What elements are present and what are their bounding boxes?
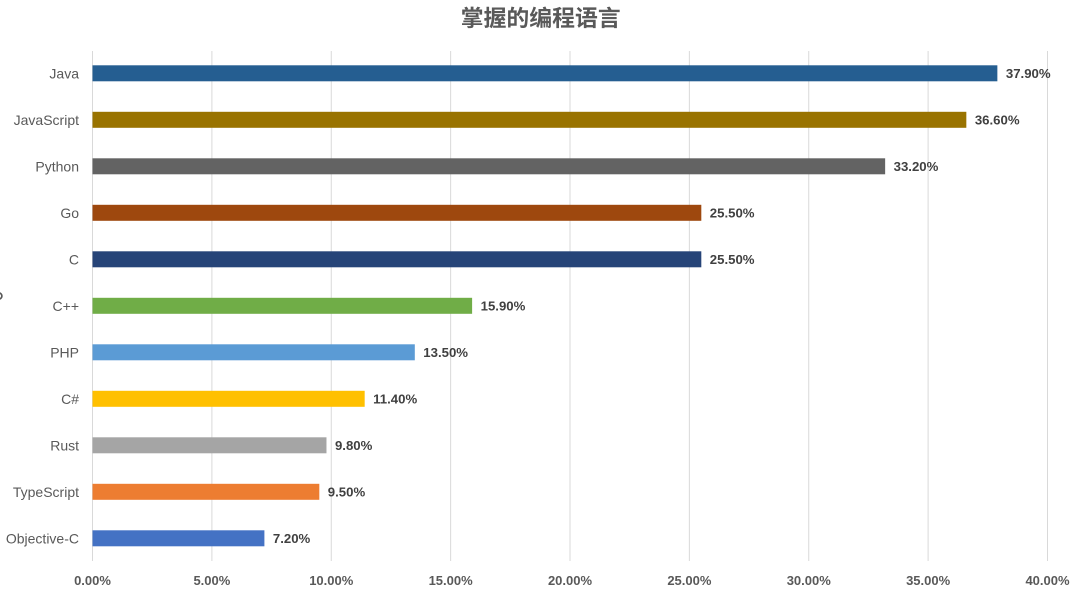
svg-text:Java: Java — [49, 65, 79, 81]
svg-text:Go: Go — [60, 205, 79, 221]
svg-text:10.00%: 10.00% — [309, 573, 354, 588]
svg-text:25.00%: 25.00% — [667, 573, 712, 588]
svg-text:Rust: Rust — [50, 437, 79, 453]
svg-text:Objective-C: Objective-C — [6, 530, 79, 546]
svg-text:36.60%: 36.60% — [975, 113, 1020, 128]
svg-text:C: C — [69, 251, 79, 267]
svg-text:JavaScript: JavaScript — [14, 112, 79, 128]
svg-text:33.20%: 33.20% — [894, 159, 939, 174]
svg-text:7.20%: 7.20% — [273, 531, 311, 546]
svg-text:5.00%: 5.00% — [193, 573, 230, 588]
svg-text:0.00%: 0.00% — [74, 573, 111, 588]
svg-text:20.00%: 20.00% — [548, 573, 593, 588]
svg-text:40.00%: 40.00% — [1025, 573, 1070, 588]
svg-text:37.90%: 37.90% — [1006, 66, 1051, 81]
svg-text:11.40%: 11.40% — [373, 392, 417, 407]
svg-text:15.00%: 15.00% — [429, 573, 474, 588]
svg-text:30.00%: 30.00% — [787, 573, 832, 588]
svg-text:13.50%: 13.50% — [423, 345, 468, 360]
svg-text:C#: C# — [61, 391, 79, 407]
svg-text:35.00%: 35.00% — [906, 573, 951, 588]
svg-text:C++: C++ — [53, 298, 79, 314]
svg-text:9.80%: 9.80% — [335, 438, 373, 453]
svg-text:9.50%: 9.50% — [328, 485, 366, 500]
svg-text:25.50%: 25.50% — [710, 252, 755, 267]
svg-text:PHP: PHP — [50, 344, 79, 360]
svg-text:25.50%: 25.50% — [710, 206, 755, 221]
svg-text:15.90%: 15.90% — [481, 299, 526, 314]
svg-text:TypeScript: TypeScript — [13, 484, 79, 500]
svg-text:Python: Python — [35, 158, 79, 174]
